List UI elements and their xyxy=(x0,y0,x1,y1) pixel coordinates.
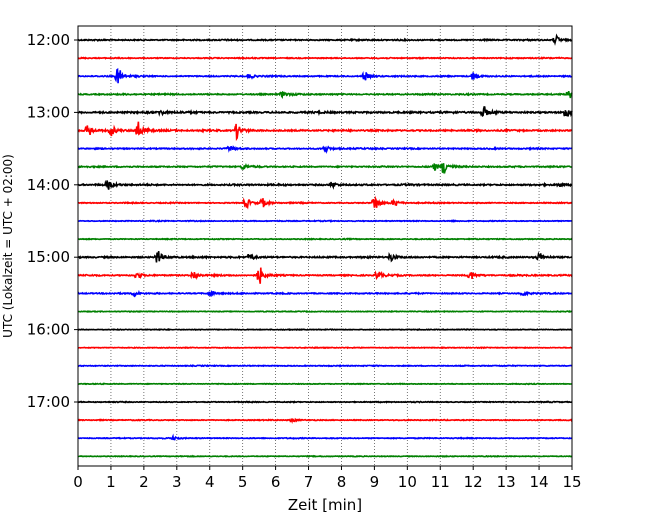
seismogram-trace xyxy=(77,309,573,314)
y-tick-label: 13:00 xyxy=(27,103,70,121)
x-tick-label: 13 xyxy=(497,473,516,491)
seismogram-trace xyxy=(77,267,573,284)
seismogram-trace xyxy=(77,433,573,441)
x-gridlines xyxy=(110,26,540,466)
y-tick-label: 12:00 xyxy=(27,31,70,49)
x-tick-label: 10 xyxy=(398,473,417,491)
y-tick-label: 16:00 xyxy=(27,321,70,339)
seismogram-trace xyxy=(77,163,573,175)
y-tick-label: 17:00 xyxy=(27,393,70,411)
x-tick-label: 6 xyxy=(271,473,281,491)
x-axis-ticks: 0 1 2 3 4 5 6 7 8 9 10 11 12 13 14 15 xyxy=(73,466,582,491)
x-axis-label: Zeit [min] xyxy=(288,496,362,514)
seismogram-trace xyxy=(77,67,573,84)
seismogram-trace xyxy=(77,145,573,155)
seismogram-trace xyxy=(77,90,573,100)
seismogram-trace xyxy=(77,417,573,424)
seismogram-trace xyxy=(77,251,573,263)
seismogram-trace xyxy=(77,195,573,210)
seismogram-trace xyxy=(77,328,573,332)
x-tick-label: 12 xyxy=(464,473,483,491)
seismogram-trace xyxy=(77,454,573,458)
seismogram-traces xyxy=(77,33,573,458)
x-tick-label: 15 xyxy=(562,473,581,491)
seismogram-trace xyxy=(77,56,573,60)
seismogram-trace xyxy=(77,121,573,142)
seismogram-trace xyxy=(77,179,573,190)
plot-frame xyxy=(77,25,573,467)
x-tick-label: 4 xyxy=(205,473,215,491)
x-tick-label: 7 xyxy=(304,473,314,491)
x-tick-label: 8 xyxy=(337,473,347,491)
seismogram-trace xyxy=(77,219,573,223)
x-tick-label: 14 xyxy=(530,473,549,491)
seismogram-trace xyxy=(77,345,573,350)
x-tick-label: 1 xyxy=(106,473,116,491)
seismogram-trace xyxy=(77,400,573,404)
seismogram-trace xyxy=(77,33,573,46)
y-tick-label: 14:00 xyxy=(27,176,70,194)
seismogram-trace xyxy=(77,364,573,368)
x-tick-label: 0 xyxy=(73,473,83,491)
x-tick-label: 5 xyxy=(238,473,248,491)
y-axis-label: UTC (Lokalzeit = UTC + 02:00) xyxy=(1,154,15,338)
seismogram-trace xyxy=(77,382,573,386)
x-tick-label: 11 xyxy=(431,473,450,491)
seismogram-trace xyxy=(77,237,573,241)
x-tick-label: 2 xyxy=(139,473,149,491)
y-axis-ticks: 12:00 13:00 14:00 15:00 16:00 17:00 xyxy=(27,31,78,411)
x-tick-label: 3 xyxy=(172,473,182,491)
x-tick-label: 9 xyxy=(370,473,380,491)
seismogram-trace xyxy=(77,289,573,298)
y-tick-label: 15:00 xyxy=(27,248,70,266)
seismogram-trace xyxy=(77,106,573,118)
